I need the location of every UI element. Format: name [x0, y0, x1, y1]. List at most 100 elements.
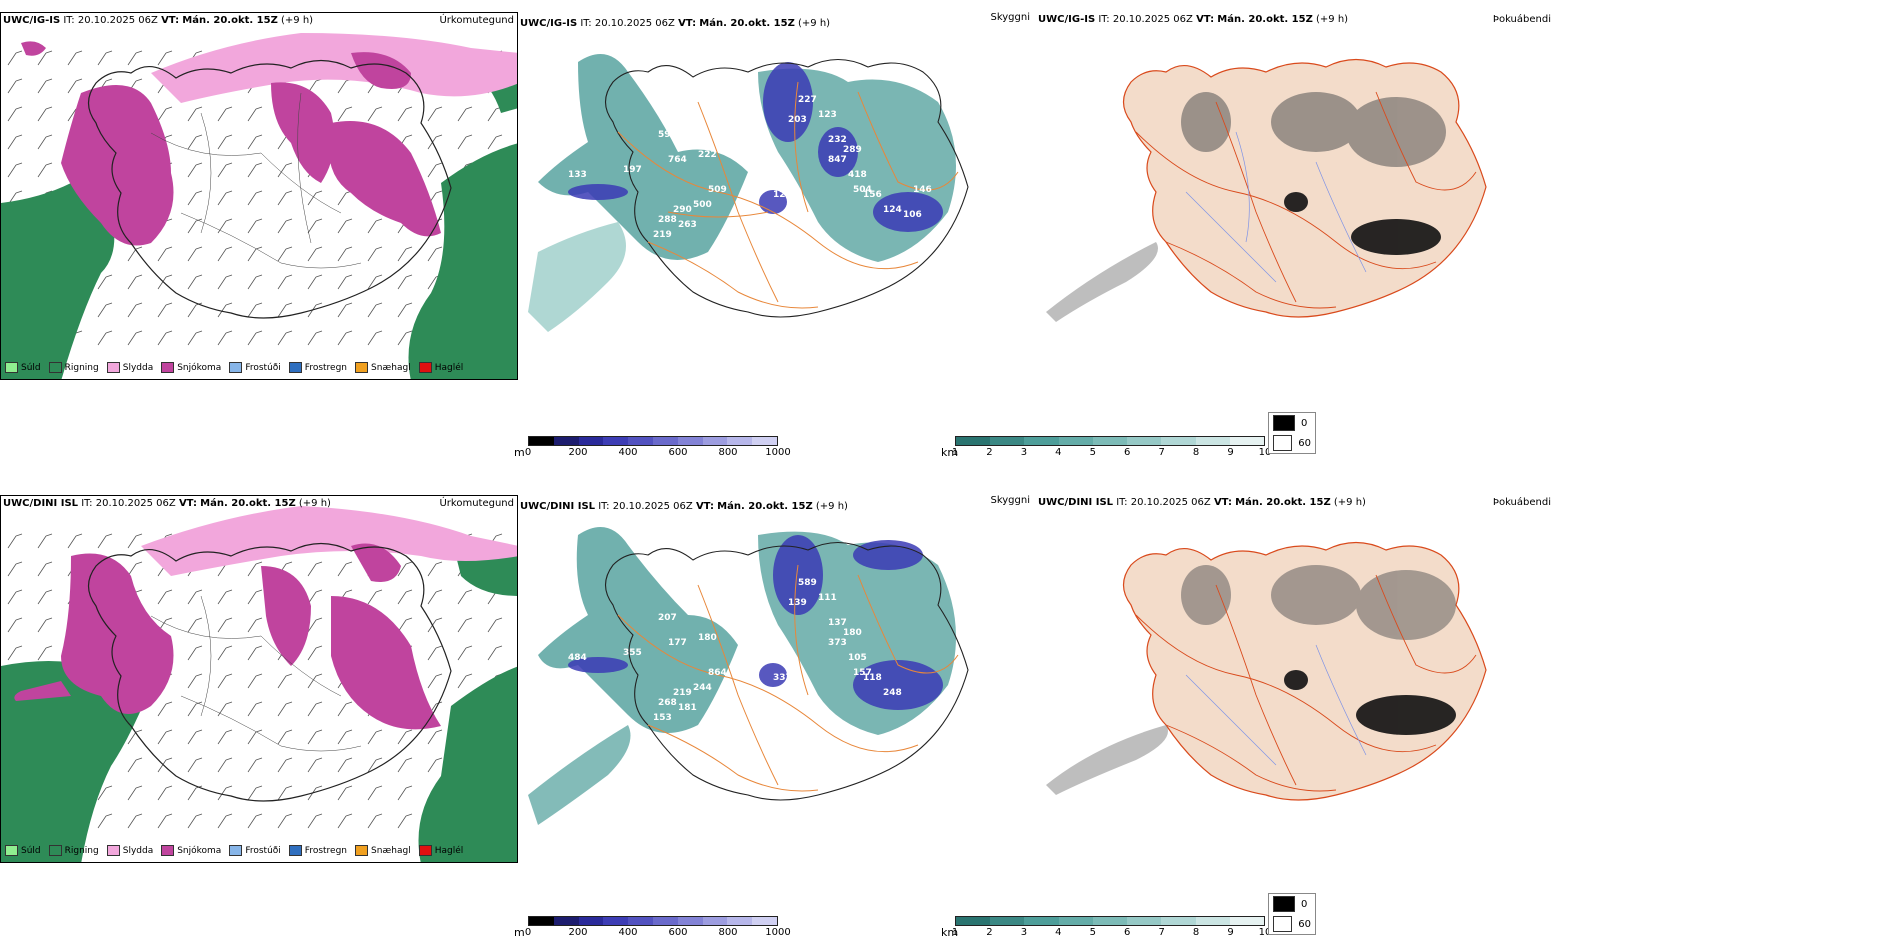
wind-barb — [277, 330, 293, 346]
visibility-value-label: 419 — [678, 100, 697, 110]
wind-barb — [277, 162, 293, 178]
wind-barb — [37, 533, 53, 549]
visibility-value-label: 788 — [658, 553, 677, 563]
legend-item: Súld — [5, 362, 41, 373]
visibility-value-label: 268 — [658, 698, 677, 708]
wind-barb — [367, 246, 383, 262]
wind-barb — [397, 617, 413, 633]
precip-type-panel-igis: UWC/IG-IS IT: 20.10.2025 06Z VT: Mán. 20… — [0, 12, 518, 380]
visibility-value-label: 180 — [843, 628, 862, 638]
wind-barb — [307, 274, 323, 290]
wind-barb — [277, 785, 293, 801]
legend-item: Snæhagl — [355, 845, 411, 856]
wind-barb — [337, 757, 353, 773]
wind-barb — [157, 701, 173, 717]
colorbar-tick: 4 — [1055, 447, 1062, 458]
colorbar-tick: 10 — [1258, 927, 1272, 938]
wind-barb — [457, 106, 473, 122]
visibility-value-label: 263 — [678, 220, 697, 230]
wind-barb — [307, 785, 323, 801]
wind-barb — [97, 302, 113, 318]
wind-barb — [397, 274, 413, 290]
wind-barb — [397, 246, 413, 262]
wind-barb — [307, 673, 323, 689]
visibility-value-label: 500 — [693, 200, 712, 210]
wind-barb — [337, 274, 353, 290]
legend-label: Súld — [21, 845, 41, 856]
wind-barb — [427, 162, 443, 178]
panel-title: UWC/DINI ISL IT: 20.10.2025 06Z VT: Mán.… — [1038, 497, 1366, 508]
visibility-value-label: 137 — [828, 618, 847, 628]
wind-barb — [337, 218, 353, 234]
legend-item: Snæhagl — [355, 362, 411, 373]
wind-barb — [247, 134, 263, 150]
wind-barb — [7, 533, 23, 549]
colorbar-tick: 9 — [1227, 447, 1234, 458]
wind-barb — [427, 134, 443, 150]
wind-barb — [277, 218, 293, 234]
legend-swatch — [288, 362, 302, 373]
product-name: Þokuábendi — [1492, 497, 1551, 508]
wind-barb — [307, 589, 323, 605]
wind-barb — [337, 330, 353, 346]
wind-barb — [67, 78, 83, 94]
colorbar-tick: 600 — [668, 447, 688, 458]
visibility-value-label: 203 — [788, 115, 807, 125]
colorbar-tick: 10 — [1258, 447, 1272, 458]
legend-swatch — [161, 845, 175, 856]
colorbar-unit: km — [941, 446, 959, 459]
wind-barb — [337, 729, 353, 745]
wind-barb — [37, 617, 53, 633]
wind-barb — [307, 218, 323, 234]
colorbar-strip — [955, 916, 1265, 926]
wind-barb — [7, 645, 23, 661]
visibility-value-label: 289 — [843, 145, 862, 155]
colorbar-strip — [528, 436, 778, 446]
wind-barb — [127, 302, 143, 318]
visibility-value-label: 288 — [658, 215, 677, 225]
colorbar-tick: 5 — [1089, 447, 1096, 458]
wind-barb — [67, 533, 83, 549]
fog-legend-swatch — [1273, 916, 1293, 932]
wind-barb — [247, 106, 263, 122]
visibility-value-label: 764 — [668, 155, 687, 165]
legend-swatch — [106, 845, 120, 856]
wind-barb — [217, 617, 233, 633]
colorbar-tick: 1 — [951, 927, 959, 938]
wind-barb — [217, 274, 233, 290]
wind-barb — [187, 729, 203, 745]
wind-barb — [307, 190, 323, 206]
legend-swatch — [106, 362, 120, 373]
wind-barb — [217, 218, 233, 234]
colorbar-tick: 2 — [986, 927, 993, 938]
legend-item: Frostúði — [229, 845, 281, 856]
wind-barb — [187, 673, 203, 689]
wind-barb — [247, 274, 263, 290]
visibility-value-label: 207 — [658, 613, 677, 623]
colorbar-tick: 1000 — [765, 447, 791, 458]
wind-barb — [187, 757, 203, 773]
visibility-value-label: 153 — [653, 713, 672, 723]
visibility-value-label: 248 — [883, 688, 902, 698]
wind-barb — [247, 645, 263, 661]
wind-barb — [307, 246, 323, 262]
legend-label: Slydda — [122, 362, 154, 373]
wind-barb — [127, 561, 143, 577]
visibility-km-colorbar: 1 2 3 4 5 6 7 8 9 10 km — [941, 436, 1271, 459]
wind-barb — [97, 533, 113, 549]
wind-barb — [7, 78, 23, 94]
wind-barb — [247, 785, 263, 801]
wind-barb — [217, 645, 233, 661]
precip-legend: Súld Rigning Slydda Snjókoma Frostúði Frostre… — [5, 845, 463, 856]
fog-index-map — [1046, 58, 1487, 322]
wind-barb — [307, 561, 323, 577]
legend-label: Haglél — [434, 845, 464, 856]
wind-barb — [37, 589, 53, 605]
wind-barb — [427, 673, 443, 689]
wind-barb — [217, 134, 233, 150]
visibility-value-label: 484 — [568, 653, 587, 663]
fog-index-panel-dini: UWC/DINI ISL IT: 20.10.2025 06Z VT: Mán.… — [1036, 495, 1554, 863]
wind-barb — [217, 246, 233, 262]
colorbar-tick: 8 — [1192, 927, 1200, 938]
legend-item: Haglél — [418, 362, 463, 373]
